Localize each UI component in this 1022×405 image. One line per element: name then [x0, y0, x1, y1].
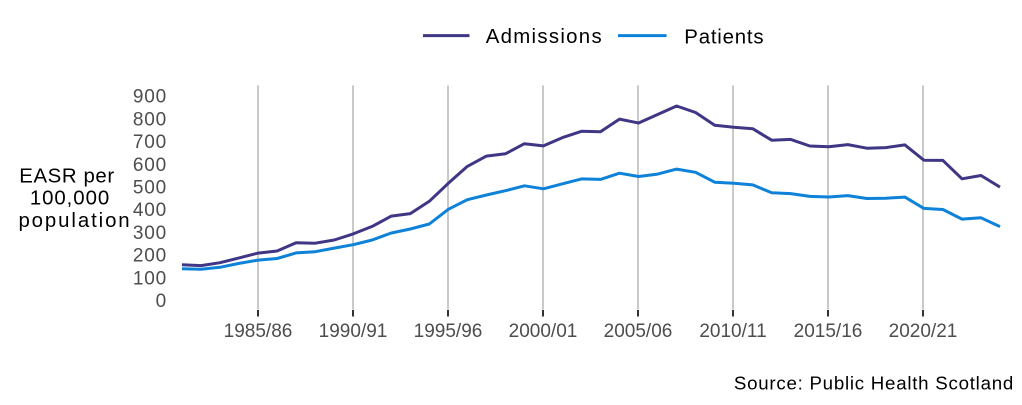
svg-text:Admissions: Admissions [486, 26, 603, 48]
svg-text:1985/86: 1985/86 [224, 321, 293, 342]
svg-text:Source: Public Health Scotland: Source: Public Health Scotland [734, 373, 1014, 394]
svg-text:100: 100 [133, 268, 167, 289]
svg-text:200: 200 [133, 246, 167, 267]
svg-text:100,000: 100,000 [30, 188, 110, 210]
svg-text:700: 700 [133, 132, 167, 153]
svg-text:1995/96: 1995/96 [414, 321, 483, 342]
svg-text:0: 0 [156, 291, 167, 312]
svg-text:population: population [18, 210, 131, 232]
svg-text:EASR per: EASR per [19, 165, 114, 187]
svg-text:600: 600 [133, 155, 167, 176]
svg-text:2010/11: 2010/11 [699, 321, 766, 342]
svg-text:800: 800 [133, 109, 167, 130]
svg-text:2000/01: 2000/01 [509, 321, 578, 342]
svg-text:900: 900 [133, 87, 167, 108]
svg-text:2020/21: 2020/21 [889, 321, 958, 342]
svg-text:400: 400 [133, 200, 167, 221]
svg-text:2015/16: 2015/16 [794, 321, 863, 342]
svg-text:Patients: Patients [684, 27, 764, 49]
svg-text:300: 300 [133, 223, 167, 244]
svg-text:500: 500 [133, 178, 167, 199]
svg-text:2005/06: 2005/06 [604, 321, 673, 342]
svg-text:1990/91: 1990/91 [319, 321, 388, 342]
